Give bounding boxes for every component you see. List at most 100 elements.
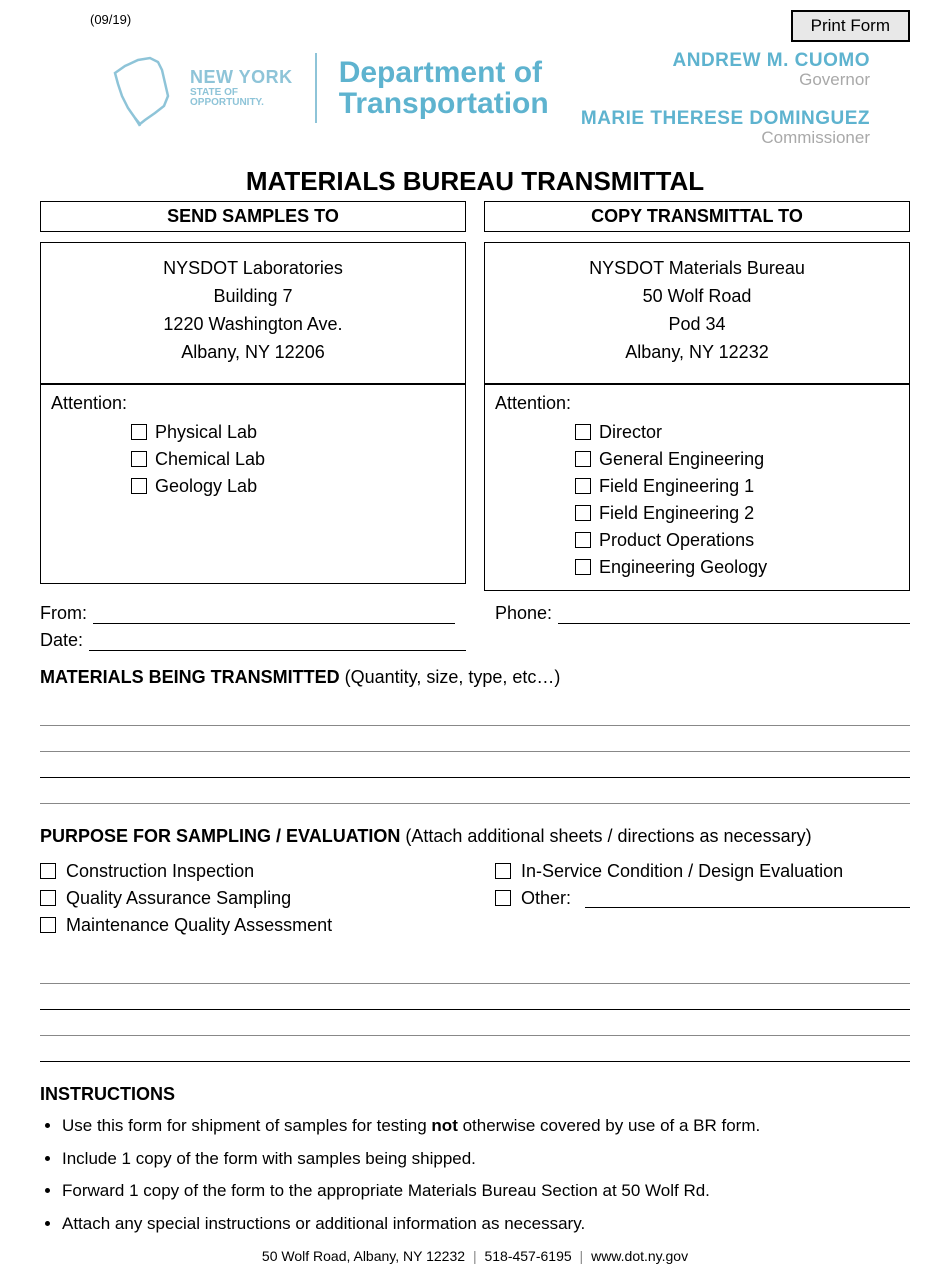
form-title: MATERIALS BUREAU TRANSMITTAL (40, 166, 910, 197)
purpose-options: Construction Inspection Quality Assuranc… (40, 861, 910, 936)
logo-divider (315, 53, 317, 123)
from-label: From: (40, 603, 87, 624)
phone-input-line[interactable] (558, 604, 910, 624)
checkbox-label: In-Service Condition / Design Evaluation (521, 861, 843, 882)
send-attention-options: Physical Lab Chemical Lab Geology Lab (51, 422, 455, 497)
checkbox-other[interactable] (495, 890, 511, 906)
materials-section-label: MATERIALS BEING TRANSMITTED (Quantity, s… (40, 667, 910, 688)
checkbox-label: Product Operations (599, 530, 754, 551)
write-line (40, 700, 910, 726)
from-input-line[interactable] (93, 604, 455, 624)
checkbox-row: Field Engineering 1 (575, 476, 899, 497)
write-line (40, 1036, 910, 1062)
footer-separator: | (580, 1248, 584, 1264)
phone-label: Phone: (495, 603, 552, 624)
copy-transmittal-column: COPY TRANSMITTAL TO NYSDOT Materials Bur… (484, 201, 910, 591)
checkbox-in-service-condition[interactable] (495, 863, 511, 879)
print-form-button[interactable]: Print Form (791, 10, 910, 42)
checkbox-row-other: Other: (495, 888, 910, 909)
send-addr-1: NYSDOT Laboratories (41, 255, 465, 283)
instruction-item: Use this form for shipment of samples fo… (62, 1115, 910, 1138)
write-line (40, 752, 910, 778)
checkbox-general-engineering[interactable] (575, 451, 591, 467)
dept-line1: Department of (339, 57, 549, 89)
checkbox-director[interactable] (575, 424, 591, 440)
checkbox-row: General Engineering (575, 449, 899, 470)
write-line (40, 726, 910, 752)
materials-write-lines[interactable] (40, 700, 910, 804)
governor-title: Governor (581, 70, 870, 90)
purpose-write-lines[interactable] (40, 958, 910, 1062)
checkbox-row: Field Engineering 2 (575, 503, 899, 524)
checkbox-maintenance-quality[interactable] (40, 917, 56, 933)
footer-phone: 518-457-6195 (484, 1248, 571, 1264)
checkbox-quality-assurance[interactable] (40, 890, 56, 906)
address-columns: SEND SAMPLES TO NYSDOT Laboratories Buil… (40, 201, 910, 591)
checkbox-label: Geology Lab (155, 476, 257, 497)
logo-line3: OPPORTUNITY. (190, 98, 293, 108)
copy-addr-1: NYSDOT Materials Bureau (485, 255, 909, 283)
checkbox-row: Quality Assurance Sampling (40, 888, 455, 909)
checkbox-row: Product Operations (575, 530, 899, 551)
checkbox-label: Quality Assurance Sampling (66, 888, 291, 909)
commissioner-name: MARIE THERESE DOMINGUEZ (581, 108, 870, 130)
purpose-right-col: In-Service Condition / Design Evaluation… (495, 861, 910, 936)
commissioner-title: Commissioner (581, 128, 870, 148)
checkbox-engineering-geology[interactable] (575, 559, 591, 575)
form-page: (09/19) Print Form NEW YORK STATE OF OPP… (0, 0, 950, 1284)
dept-line2: Transportation (339, 88, 549, 120)
write-line (40, 778, 910, 804)
from-phone-row: From: Phone: (40, 603, 910, 624)
checkbox-row: In-Service Condition / Design Evaluation (495, 861, 910, 882)
write-line (40, 1010, 910, 1036)
instruction-item: Include 1 copy of the form with samples … (62, 1148, 910, 1171)
checkbox-label: Physical Lab (155, 422, 257, 443)
logo-block: NEW YORK STATE OF OPPORTUNITY. Departmen… (40, 48, 549, 128)
checkbox-construction-inspection[interactable] (40, 863, 56, 879)
date-row: Date: (40, 630, 910, 651)
write-line (40, 958, 910, 984)
checkbox-row: Engineering Geology (575, 557, 899, 578)
write-line (40, 984, 910, 1010)
purpose-section-label: PURPOSE FOR SAMPLING / EVALUATION (Attac… (40, 826, 910, 847)
checkbox-label: Maintenance Quality Assessment (66, 915, 332, 936)
send-attention-label: Attention: (51, 393, 455, 414)
checkbox-label: Director (599, 422, 662, 443)
copy-addr-4: Albany, NY 12232 (485, 339, 909, 367)
top-row: (09/19) Print Form (40, 10, 910, 42)
phone-field: Phone: (495, 603, 910, 624)
from-field: From: (40, 603, 455, 624)
send-samples-address: NYSDOT Laboratories Building 7 1220 Wash… (40, 242, 466, 384)
checkbox-row: Chemical Lab (131, 449, 455, 470)
checkbox-physical-lab[interactable] (131, 424, 147, 440)
copy-transmittal-header: COPY TRANSMITTAL TO (484, 201, 910, 232)
checkbox-row: Physical Lab (131, 422, 455, 443)
other-label: Other: (521, 888, 571, 909)
checkbox-row: Construction Inspection (40, 861, 455, 882)
copy-attention-box: Attention: Director General Engineering … (484, 384, 910, 591)
checkbox-field-engineering-2[interactable] (575, 505, 591, 521)
copy-addr-2: 50 Wolf Road (485, 283, 909, 311)
checkbox-label: Field Engineering 2 (599, 503, 754, 524)
governor-name: ANDREW M. CUOMO (581, 50, 870, 72)
checkbox-row: Director (575, 422, 899, 443)
date-input-line[interactable] (89, 631, 466, 651)
checkbox-row: Maintenance Quality Assessment (40, 915, 455, 936)
send-addr-3: 1220 Washington Ave. (41, 311, 465, 339)
checkbox-chemical-lab[interactable] (131, 451, 147, 467)
send-addr-4: Albany, NY 12206 (41, 339, 465, 367)
materials-label-rest: (Quantity, size, type, etc…) (340, 667, 561, 687)
instruction-item: Forward 1 copy of the form to the approp… (62, 1180, 910, 1203)
checkbox-geology-lab[interactable] (131, 478, 147, 494)
ny-state-outline-icon (110, 48, 180, 128)
footer-url: www.dot.ny.gov (591, 1248, 688, 1264)
page-footer: 50 Wolf Road, Albany, NY 12232 | 518-457… (40, 1248, 910, 1264)
checkbox-label: Chemical Lab (155, 449, 265, 470)
other-input-line[interactable] (585, 888, 910, 908)
checkbox-field-engineering-1[interactable] (575, 478, 591, 494)
send-addr-2: Building 7 (41, 283, 465, 311)
checkbox-product-operations[interactable] (575, 532, 591, 548)
checkbox-label: Field Engineering 1 (599, 476, 754, 497)
date-field: Date: (40, 630, 466, 651)
footer-separator: | (473, 1248, 477, 1264)
